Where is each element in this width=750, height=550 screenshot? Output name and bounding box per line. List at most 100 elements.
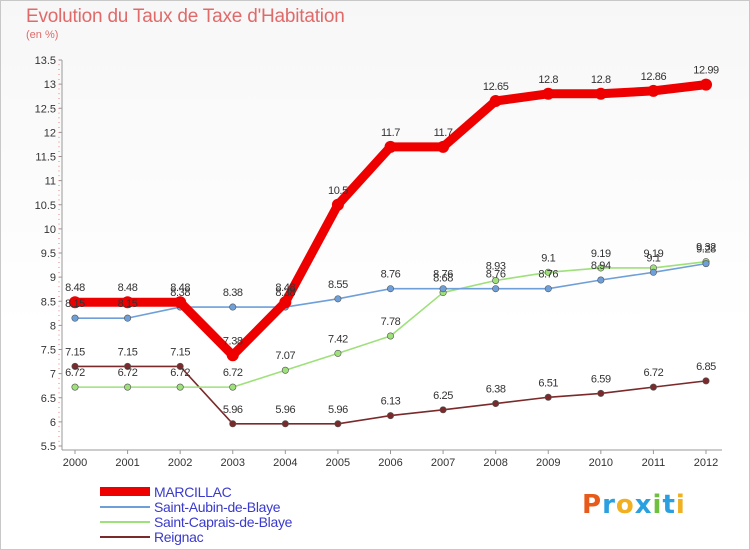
data-label: 8.48 xyxy=(275,282,295,294)
x-tick-label: 2011 xyxy=(642,457,666,469)
legend-swatch xyxy=(100,520,150,523)
data-label: 9.1 xyxy=(646,252,660,264)
data-label: 8.76 xyxy=(381,269,401,281)
data-point xyxy=(334,349,342,357)
data-point xyxy=(71,362,79,370)
data-label: 6.72 xyxy=(65,367,85,379)
data-label: 7.38 xyxy=(223,335,243,347)
data-point xyxy=(492,285,500,293)
logo-letter: x xyxy=(634,490,653,520)
data-label: 7.78 xyxy=(381,316,401,328)
data-label: 6.51 xyxy=(538,377,558,389)
chart-subtitle: (en %) xyxy=(26,29,59,41)
legend-swatch xyxy=(100,487,150,496)
data-label: 6.38 xyxy=(486,384,506,396)
data-label: 8.48 xyxy=(170,282,190,294)
data-label: 6.85 xyxy=(696,361,716,373)
data-point xyxy=(176,383,184,391)
logo-letter: t xyxy=(662,490,676,520)
y-tick-label: 7.5 xyxy=(41,345,56,357)
data-label: 8.38 xyxy=(275,287,295,299)
y-tick-label: 9 xyxy=(50,272,56,284)
data-point xyxy=(176,362,184,370)
data-point xyxy=(71,383,79,391)
data-point xyxy=(492,400,500,408)
data-point xyxy=(649,383,657,391)
data-point xyxy=(229,383,237,391)
data-label: 8.38 xyxy=(170,287,190,299)
data-point xyxy=(542,87,555,100)
data-label: 8.93 xyxy=(486,261,506,273)
data-label: 7.15 xyxy=(65,346,85,358)
data-label: 5.96 xyxy=(275,404,295,416)
data-point xyxy=(386,332,394,340)
legend-label: Reignac xyxy=(154,528,204,545)
y-tick-label: 12.5 xyxy=(35,103,56,115)
data-label: 5.96 xyxy=(328,404,348,416)
chart-title: Evolution du Taux de Taxe d'Habitation xyxy=(26,6,345,27)
data-label: 12.65 xyxy=(483,81,509,93)
y-tick-label: 11 xyxy=(45,176,56,188)
data-point xyxy=(229,303,237,311)
data-label: 8.15 xyxy=(118,298,138,310)
x-tick-label: 2005 xyxy=(326,457,350,469)
data-point xyxy=(649,268,657,276)
data-point xyxy=(594,87,607,100)
data-point xyxy=(384,140,397,153)
y-tick-label: 8 xyxy=(50,320,56,332)
logo-letter: P xyxy=(582,490,603,520)
data-label: 9.32 xyxy=(696,242,716,254)
data-point xyxy=(700,78,712,91)
data-point xyxy=(544,285,552,293)
legend-item-saint-aubin: Saint-Aubin-de-Blaye xyxy=(100,499,292,515)
data-label: 6.72 xyxy=(170,367,190,379)
data-label: 8.48 xyxy=(65,282,85,294)
data-point xyxy=(702,260,710,268)
data-label: 8.38 xyxy=(223,287,243,299)
x-tick-label: 2002 xyxy=(168,457,192,469)
x-tick-label: 2001 xyxy=(115,457,139,469)
data-point xyxy=(386,285,394,293)
data-point xyxy=(439,285,447,293)
legend-item-saint-caprais: Saint-Caprais-de-Blaye xyxy=(100,513,293,530)
x-tick-label: 2006 xyxy=(378,457,402,469)
data-label: 7.15 xyxy=(118,346,138,358)
data-label: 8.76 xyxy=(433,269,453,281)
data-label: 9.28 xyxy=(696,244,716,256)
legend-label: Saint-Caprais-de-Blaye xyxy=(154,513,293,530)
y-tick-label: 8.5 xyxy=(41,296,56,308)
data-point xyxy=(597,276,605,284)
data-point xyxy=(281,366,289,374)
y-tick-label: 10 xyxy=(44,224,56,236)
x-tick-label: 2004 xyxy=(273,457,297,469)
data-point xyxy=(226,349,239,362)
data-label: 6.72 xyxy=(118,367,138,379)
data-point xyxy=(597,264,605,272)
data-label: 8.68 xyxy=(433,273,453,285)
data-point xyxy=(229,420,237,428)
logo-letter: o xyxy=(615,490,635,520)
y-tick-label: 13 xyxy=(44,79,56,91)
data-label: 9.19 xyxy=(644,248,664,260)
y-tick-label: 6.5 xyxy=(41,393,56,405)
data-label: 7.07 xyxy=(275,350,295,362)
legend-swatch xyxy=(100,535,150,538)
data-label: 8.94 xyxy=(591,260,611,272)
data-label: 6.25 xyxy=(433,390,453,402)
data-label: 12.86 xyxy=(641,71,667,83)
y-tick-label: 11.5 xyxy=(35,152,56,164)
data-label: 6.72 xyxy=(223,367,243,379)
logo-letter: r xyxy=(602,490,616,520)
data-label: 9.1 xyxy=(541,252,555,264)
legend-swatch xyxy=(100,505,150,508)
data-point xyxy=(69,296,81,309)
series-line-0 xyxy=(70,80,711,360)
legend-label: MARCILLAC xyxy=(154,483,232,500)
y-tick-label: 6 xyxy=(50,417,56,429)
data-point xyxy=(544,268,552,276)
data-point xyxy=(124,362,132,370)
data-label: 10.5 xyxy=(328,185,348,197)
data-point xyxy=(489,95,502,108)
y-tick-label: 12 xyxy=(44,127,56,139)
data-point xyxy=(71,314,79,322)
